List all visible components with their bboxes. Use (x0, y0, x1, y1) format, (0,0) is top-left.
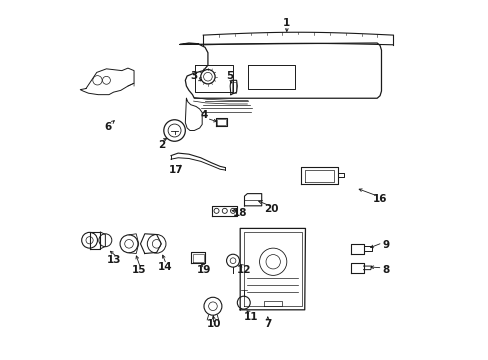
Text: 15: 15 (131, 265, 145, 275)
Text: 6: 6 (103, 122, 111, 132)
Text: 9: 9 (382, 240, 389, 250)
Text: 11: 11 (243, 312, 258, 322)
Text: 17: 17 (168, 165, 183, 175)
Text: 12: 12 (236, 265, 250, 275)
Text: 14: 14 (157, 262, 172, 272)
Text: 18: 18 (232, 208, 247, 218)
Text: 16: 16 (372, 194, 386, 204)
Text: 10: 10 (206, 319, 221, 329)
Text: 1: 1 (283, 18, 290, 28)
Text: 13: 13 (106, 255, 121, 265)
Text: 4: 4 (200, 111, 207, 121)
Text: 5: 5 (225, 71, 233, 81)
Text: 8: 8 (382, 265, 389, 275)
Text: 20: 20 (264, 204, 278, 215)
Text: 2: 2 (157, 140, 164, 150)
Text: 3: 3 (189, 71, 197, 81)
Text: 19: 19 (197, 265, 211, 275)
Text: 7: 7 (264, 319, 271, 329)
